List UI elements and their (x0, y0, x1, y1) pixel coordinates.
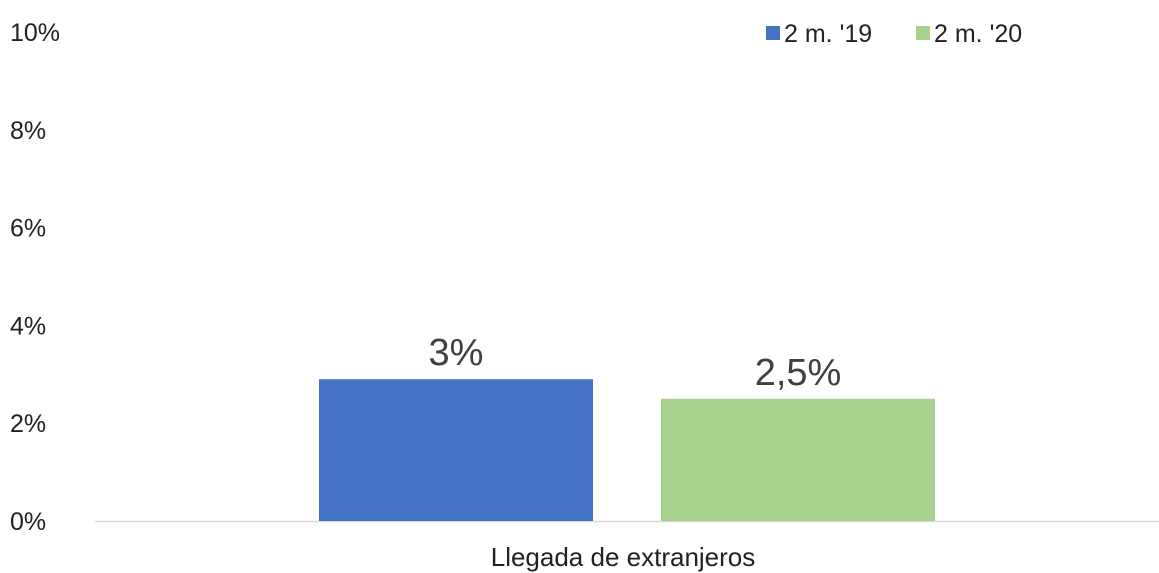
bar-series-1 (661, 398, 935, 521)
legend-label-series-1: 2 m. '20 (934, 20, 1022, 48)
y-tick-label: 6% (10, 215, 46, 243)
legend-label-series-0: 2 m. '19 (784, 20, 872, 48)
legend: 2 m. '19 2 m. '20 (766, 20, 1022, 48)
y-tick-label: 0% (10, 508, 46, 536)
y-tick-label: 4% (10, 312, 46, 340)
legend-swatch-series-0 (766, 26, 780, 40)
y-tick-label: 2% (10, 410, 46, 438)
x-tick-label: Llegada de extranjeros (491, 542, 756, 572)
y-axis-ticks: 0% 2% 4% 6% 8% 10% (10, 19, 60, 536)
y-tick-label: 8% (10, 117, 46, 145)
legend-swatch-series-1 (916, 26, 930, 40)
bars (319, 379, 935, 521)
y-tick-label: 10% (10, 19, 60, 47)
bar-series-0 (319, 379, 593, 521)
data-label-series-0: 3% (429, 332, 484, 374)
data-label-series-1: 2,5% (755, 352, 842, 394)
data-labels: 3% 2,5% (429, 332, 842, 394)
x-axis-ticks: Llegada de extranjeros (491, 542, 756, 572)
